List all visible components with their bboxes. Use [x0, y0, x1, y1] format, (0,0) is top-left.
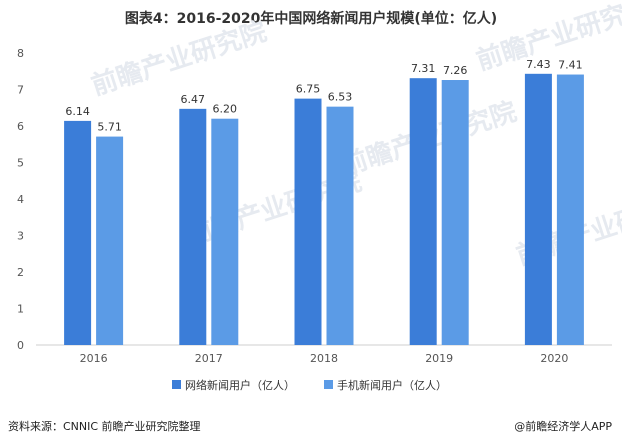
data-label: 6.47 — [181, 93, 206, 106]
bar — [524, 73, 552, 346]
data-label: 7.31 — [411, 62, 436, 75]
y-tick-label: 5 — [17, 157, 24, 170]
legend-label: 手机新闻用户（亿人） — [337, 378, 447, 392]
data-label: 6.20 — [213, 103, 238, 116]
brand-credit: @前瞻经济学人APP — [514, 420, 612, 433]
data-label: 7.43 — [526, 58, 551, 71]
bar — [294, 98, 322, 345]
data-label: 6.53 — [328, 91, 353, 104]
x-tick-label: 2020 — [540, 352, 568, 365]
y-tick-label: 2 — [17, 266, 24, 279]
x-axis: 2016 2017 2018 2019 2020 — [36, 344, 612, 365]
data-label: 5.71 — [97, 121, 122, 134]
y-tick-label: 7 — [17, 84, 24, 97]
data-label: 7.41 — [558, 59, 583, 72]
bar — [211, 118, 239, 345]
legend-label: 网络新闻用户（亿人） — [185, 378, 295, 392]
source-note: 资料来源：CNNIC 前瞻产业研究院整理 — [8, 420, 201, 433]
bar — [179, 108, 207, 345]
legend-swatch — [172, 380, 181, 389]
bar — [441, 80, 469, 345]
y-tick-label: 6 — [17, 120, 24, 133]
chart-title: 图表4：2016-2020年中国网络新闻用户规模(单位：亿人) — [124, 11, 498, 27]
y-tick-label: 4 — [17, 193, 24, 206]
data-labels: 6.14 5.71 6.47 6.20 6.75 6.53 7.31 7.26 7.43 7.41 — [65, 58, 582, 134]
bar — [96, 136, 124, 345]
x-tick-label: 2019 — [425, 352, 453, 365]
bar — [556, 74, 584, 345]
bar — [326, 106, 354, 345]
x-tick-label: 2016 — [80, 352, 108, 365]
legend-swatch — [324, 380, 333, 389]
bars — [64, 73, 584, 346]
y-tick-label: 8 — [17, 47, 24, 60]
y-tick-label: 3 — [17, 230, 24, 243]
data-label: 6.75 — [296, 83, 321, 96]
watermark-text: 前瞻产业研究院 — [88, 16, 271, 102]
y-tick-label: 0 — [17, 339, 24, 352]
bar — [409, 78, 437, 345]
x-tick-label: 2018 — [310, 352, 338, 365]
bar — [64, 120, 92, 345]
y-axis: 0 1 2 3 4 5 6 7 8 — [17, 47, 24, 352]
data-label: 7.26 — [443, 64, 468, 77]
x-tick-label: 2017 — [195, 352, 223, 365]
y-tick-label: 1 — [17, 303, 24, 316]
data-label: 6.14 — [65, 105, 90, 118]
legend: 网络新闻用户（亿人） 手机新闻用户（亿人） — [172, 378, 447, 392]
